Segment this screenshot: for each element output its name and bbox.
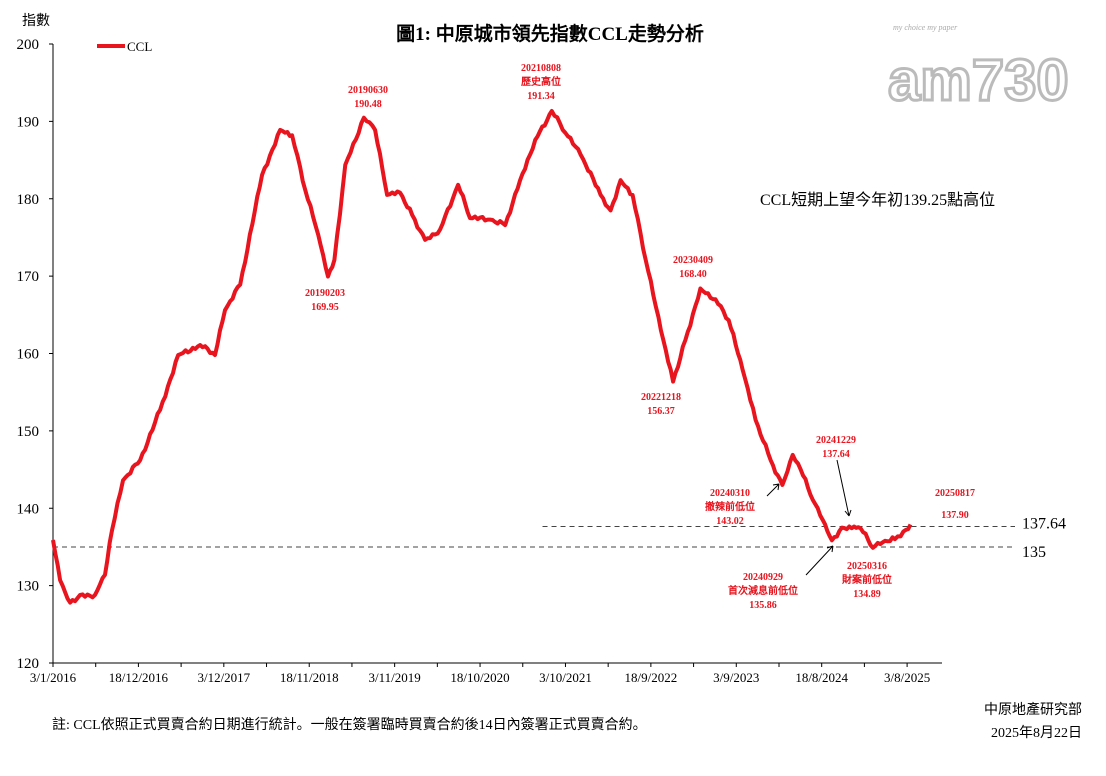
chart-title: 圖1: 中原城市領先指數CCL走勢分析 bbox=[396, 22, 704, 45]
arrow-icon bbox=[836, 459, 852, 517]
axes: 120 130 140 150 160 170 180 190 200 3/1/2016 18/12… bbox=[17, 37, 942, 685]
reference-line-label: 137.64 bbox=[1022, 516, 1066, 533]
annotation-text: 20190203 bbox=[305, 288, 345, 299]
arrow-icon bbox=[766, 483, 780, 497]
x-tick-label: 3/8/2025 bbox=[884, 670, 930, 685]
x-tick-label: 3/10/2021 bbox=[539, 670, 592, 685]
x-tick-label: 18/9/2022 bbox=[625, 670, 678, 685]
annotation-text: 168.40 bbox=[679, 269, 707, 280]
y-tick-label: 190 bbox=[17, 114, 40, 130]
y-tick-label: 160 bbox=[17, 347, 40, 363]
annotation-20250817: 20250817 137.90 bbox=[935, 488, 975, 521]
annotation-text: 20240310 bbox=[710, 488, 750, 499]
annotation-text: 20241229 bbox=[816, 435, 856, 446]
y-tick-label: 180 bbox=[17, 192, 40, 208]
x-tick-label: 18/10/2020 bbox=[450, 670, 509, 685]
reference-lines: 137.64 135 bbox=[53, 516, 1066, 561]
annotation-text: 190.48 bbox=[354, 99, 382, 110]
x-tick-label: 3/1/2016 bbox=[30, 670, 77, 685]
annotation-text: 156.37 bbox=[647, 406, 675, 417]
annotation-text: 撤辣前低位 bbox=[705, 500, 755, 513]
chart-note: CCL短期上望今年初139.25點高位 bbox=[760, 191, 995, 209]
x-tick-label: 18/11/2018 bbox=[280, 670, 339, 685]
arrow-icon bbox=[805, 545, 834, 576]
annotation-text: 財案前低位 bbox=[841, 573, 892, 586]
logo-tagline: my choice my paper bbox=[893, 23, 958, 32]
annotation-text: 20240929 bbox=[743, 572, 783, 583]
y-tick-label: 170 bbox=[17, 269, 40, 285]
annotation-text: 首次減息前低位 bbox=[728, 584, 798, 597]
reference-line-label: 135 bbox=[1022, 544, 1046, 561]
y-tick-label: 130 bbox=[17, 579, 40, 595]
annotation-text: 134.89 bbox=[853, 589, 881, 600]
series-line-ccl bbox=[51, 109, 913, 605]
y-tick-label: 200 bbox=[17, 37, 40, 53]
y-axis-label: 指數 bbox=[22, 13, 50, 29]
annotation-20241229: 20241229 137.64 bbox=[816, 435, 856, 460]
annotation-20230409: 20230409 168.40 bbox=[673, 255, 713, 280]
annotation-text: 20210808 bbox=[521, 63, 561, 74]
annotation-text: 191.34 bbox=[527, 91, 555, 102]
report-date: 2025年8月22日 bbox=[991, 725, 1082, 741]
annotation-text: 20250316 bbox=[847, 561, 887, 572]
legend: CCL bbox=[97, 39, 152, 54]
x-tick-label: 18/12/2016 bbox=[109, 670, 169, 685]
annotation-text: 20230409 bbox=[673, 255, 713, 266]
annotation-text: 20250817 bbox=[935, 488, 975, 499]
annotation-20190203: 20190203 169.95 bbox=[305, 288, 345, 313]
annotation-text: 143.02 bbox=[716, 516, 744, 527]
x-tick-label: 3/12/2017 bbox=[197, 670, 250, 685]
annotation-text: 169.95 bbox=[311, 302, 339, 313]
logo-text: am730 bbox=[888, 48, 1069, 113]
annotation-text: 135.86 bbox=[749, 600, 777, 611]
annotation-arrows bbox=[766, 459, 852, 576]
annotation-20190630: 20190630 190.48 bbox=[348, 85, 388, 110]
annotation-text: 137.90 bbox=[941, 510, 969, 521]
annotation-text: 歷史高位 bbox=[521, 75, 561, 88]
am730-logo: my choice my paper am730 bbox=[887, 23, 1071, 115]
source: 中原地產研究部 bbox=[984, 701, 1082, 718]
y-tick-label: 150 bbox=[17, 424, 40, 440]
annotation-20221218: 20221218 156.37 bbox=[641, 392, 681, 417]
legend-label: CCL bbox=[127, 39, 152, 54]
annotation-text: 20190630 bbox=[348, 85, 388, 96]
y-tick-label: 120 bbox=[17, 656, 40, 672]
footnote: 註: CCL依照正式買賣合約日期進行統計。一般在簽署臨時買賣合約後14日內簽署正… bbox=[52, 716, 647, 733]
annotation-text: 137.64 bbox=[822, 449, 850, 460]
x-tick-label: 3/11/2019 bbox=[369, 670, 421, 685]
annotation-text: 20221218 bbox=[641, 392, 681, 403]
x-tick-label: 18/8/2024 bbox=[795, 670, 848, 685]
x-tick-label: 3/9/2023 bbox=[713, 670, 759, 685]
y-tick-label: 140 bbox=[17, 501, 40, 517]
